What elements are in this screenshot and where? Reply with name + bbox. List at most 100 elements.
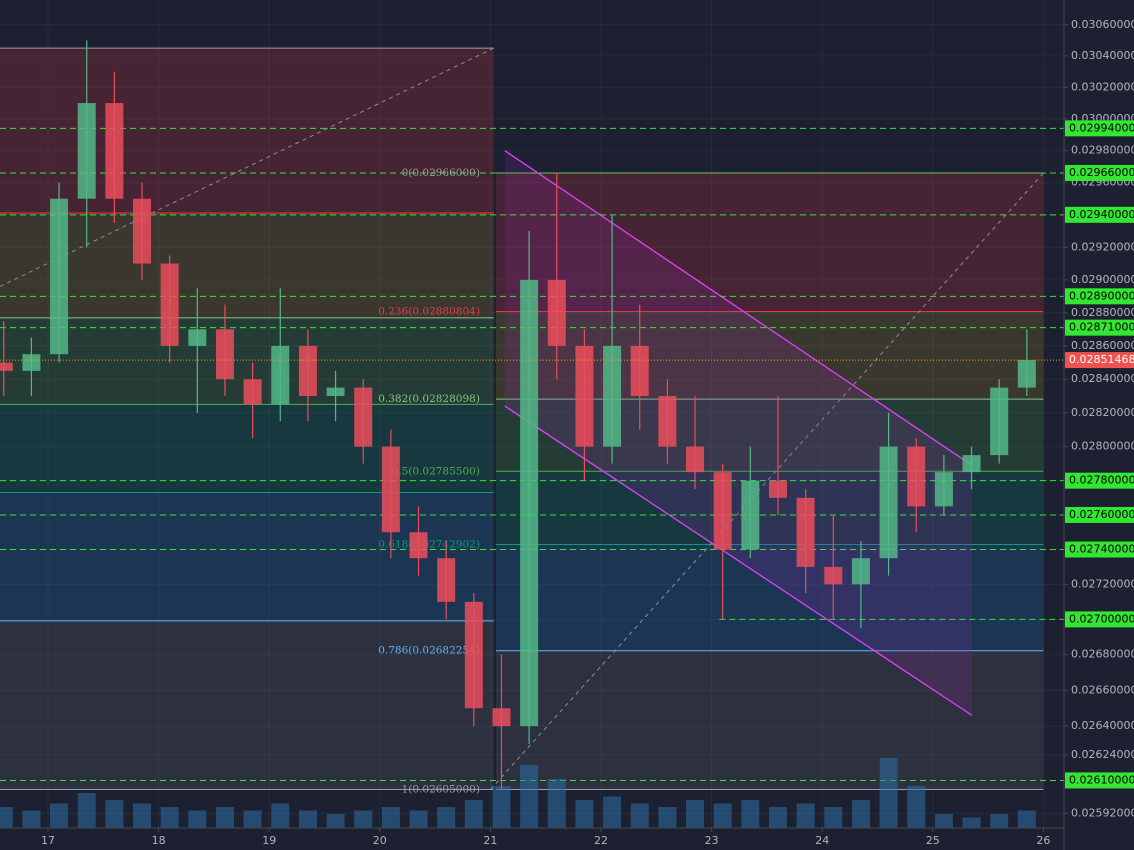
candle-body	[962, 455, 981, 473]
candle-body	[160, 263, 179, 346]
price-axis	[1064, 0, 1134, 850]
plot-area: 0(0.02966000)0.236(0.02880804)0.382(0.02…	[0, 0, 1064, 828]
x-tick-label: 26	[1036, 834, 1050, 847]
candle-body	[547, 279, 566, 346]
volume-bar	[713, 803, 732, 828]
x-tick-label: 17	[41, 834, 55, 847]
candle-body	[520, 279, 539, 727]
volume-bar	[105, 800, 124, 828]
volume-bar	[464, 800, 483, 828]
candle-body	[50, 198, 69, 355]
volume-bar	[520, 765, 539, 828]
volume-bar	[824, 807, 843, 828]
volume-bar	[547, 779, 566, 828]
volume-bar	[907, 786, 926, 828]
volume-bar	[686, 800, 705, 828]
x-tick-label: 23	[705, 834, 719, 847]
candle-body	[851, 558, 870, 585]
x-tick-label: 25	[926, 834, 940, 847]
fib-band	[495, 544, 1044, 651]
y-tick-label: 0.02640000	[1071, 719, 1134, 732]
candle-body	[768, 480, 787, 498]
volume-bar	[0, 807, 13, 828]
fib-band	[0, 620, 494, 790]
level-label: 0.02871000	[1069, 321, 1134, 334]
volume-bar	[658, 807, 677, 828]
y-tick-label: 0.02860000	[1071, 339, 1134, 352]
fib-band	[0, 48, 494, 213]
y-tick-label: 0.02840000	[1071, 372, 1134, 385]
volume-bar	[409, 810, 428, 828]
y-tick-label: 0.02624000	[1071, 748, 1134, 761]
fib-label: 0.236(0.02880804)	[378, 305, 480, 317]
volume-bar	[796, 803, 815, 828]
y-tick-label: 0.03040000	[1071, 49, 1134, 62]
volume-bar	[298, 810, 317, 828]
fib-trend-line	[0, 47, 494, 287]
volume-bar	[381, 807, 400, 828]
y-tick-label: 0.03060000	[1071, 18, 1134, 31]
candle-body	[409, 532, 428, 559]
level-label: 0.02700000	[1069, 612, 1134, 625]
fib-label: 0.618(0.02742902)	[378, 538, 480, 550]
candle-body	[105, 103, 124, 199]
candle-body	[243, 379, 262, 405]
time-axis	[0, 828, 1064, 850]
level-tag	[1065, 772, 1134, 789]
x-tick-label: 22	[594, 834, 608, 847]
fib-band	[0, 212, 494, 318]
y-tick-label: 0.02720000	[1071, 577, 1134, 590]
candle-body	[464, 601, 483, 709]
candle-body	[630, 345, 649, 396]
volume-bar	[243, 810, 262, 828]
volume-bar	[768, 807, 787, 828]
volume-bar	[326, 814, 345, 828]
volume-bar	[215, 807, 234, 828]
candle-body	[741, 480, 760, 550]
volume-bar	[1017, 810, 1036, 828]
candle-body	[686, 446, 705, 473]
volume-bar	[160, 807, 179, 828]
y-tick-label: 0.02800000	[1071, 440, 1134, 453]
x-tick-label: 20	[373, 834, 387, 847]
volume-bar	[575, 800, 594, 828]
candle-body	[77, 103, 96, 199]
level-label: 0.02994000	[1069, 121, 1134, 134]
x-tick-label: 18	[152, 834, 166, 847]
candle-body	[326, 387, 345, 396]
volume-bar	[271, 803, 290, 828]
volume-bar	[934, 814, 953, 828]
level-label: 0.02780000	[1069, 474, 1134, 487]
candle-body	[796, 497, 815, 567]
level-tag	[1065, 506, 1134, 523]
candle-body	[879, 446, 898, 559]
y-tick-label: 0.02660000	[1071, 683, 1134, 696]
y-tick-label: 0.02880000	[1071, 306, 1134, 319]
fib-label: 0.382(0.02828098)	[378, 393, 480, 405]
current-price-label: 0.02851468	[1069, 353, 1134, 366]
level-tag	[1065, 288, 1134, 305]
level-label: 0.02966000	[1069, 166, 1134, 179]
y-tick-label: 0.02900000	[1071, 273, 1134, 286]
fib-label: 1(0.02605000)	[402, 784, 480, 796]
volume-bar	[437, 807, 456, 828]
candle-body	[824, 566, 843, 585]
candle-body	[133, 198, 152, 264]
candle-body	[575, 345, 594, 447]
candle-body	[990, 387, 1009, 456]
candle-body	[658, 395, 677, 447]
level-tag	[1065, 120, 1134, 137]
candle-body	[381, 446, 400, 533]
y-tick-label: 0.02592000	[1071, 806, 1134, 819]
volume-bar	[354, 810, 373, 828]
volume-bar	[630, 803, 649, 828]
candle-body	[907, 446, 926, 507]
y-tick-label: 0.02920000	[1071, 240, 1134, 253]
level-tag	[1065, 472, 1134, 489]
candle-body	[603, 345, 622, 447]
fib-band	[0, 404, 494, 493]
volume-bar	[851, 800, 870, 828]
fib-label: 0.5(0.02785500)	[392, 465, 480, 477]
